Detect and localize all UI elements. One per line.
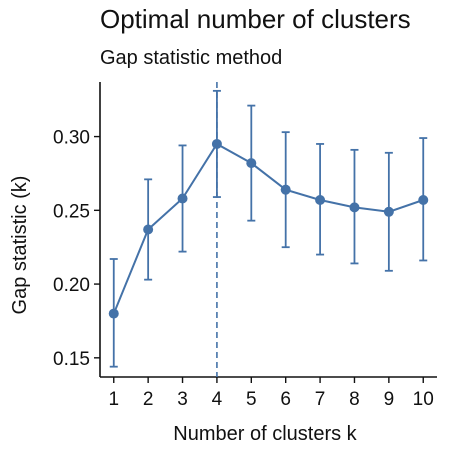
chart-subtitle: Gap statistic method [100, 47, 282, 69]
x-tick-label: 7 [315, 389, 326, 410]
y-tick-label: 0.15 [53, 349, 90, 370]
plot-area: 0.15 0.20 0.25 0.30 1 2 3 4 5 6 7 8 9 10 [53, 82, 437, 410]
data-point [211, 138, 222, 149]
y-tick-label: 0.30 [53, 128, 90, 149]
data-point [315, 195, 326, 205]
x-tick-label: 9 [384, 389, 395, 410]
x-tick-label: 4 [212, 389, 223, 410]
x-tick-label: 1 [108, 389, 119, 410]
x-tick-label: 10 [413, 389, 434, 410]
data-point [383, 206, 394, 217]
data-point [349, 202, 360, 213]
chart-title: Optimal number of clusters [100, 4, 411, 34]
x-tick-label: 6 [280, 389, 291, 410]
x-tick-label: 8 [349, 389, 360, 410]
data-point [177, 193, 188, 204]
x-tick-label: 3 [177, 389, 188, 410]
series-line [112, 142, 424, 314]
data-point [108, 308, 119, 319]
data-point [246, 158, 257, 169]
x-tick-label: 5 [246, 389, 257, 410]
y-tick-label: 0.25 [53, 201, 90, 222]
y-tick-label: 0.20 [53, 275, 90, 296]
data-point [143, 224, 154, 235]
x-tick-label: 2 [143, 389, 154, 410]
x-axis-title: Number of clusters k [173, 423, 357, 445]
data-point [418, 195, 429, 205]
y-axis-title: Gap statistic (k) [9, 176, 31, 315]
data-point [280, 184, 291, 195]
